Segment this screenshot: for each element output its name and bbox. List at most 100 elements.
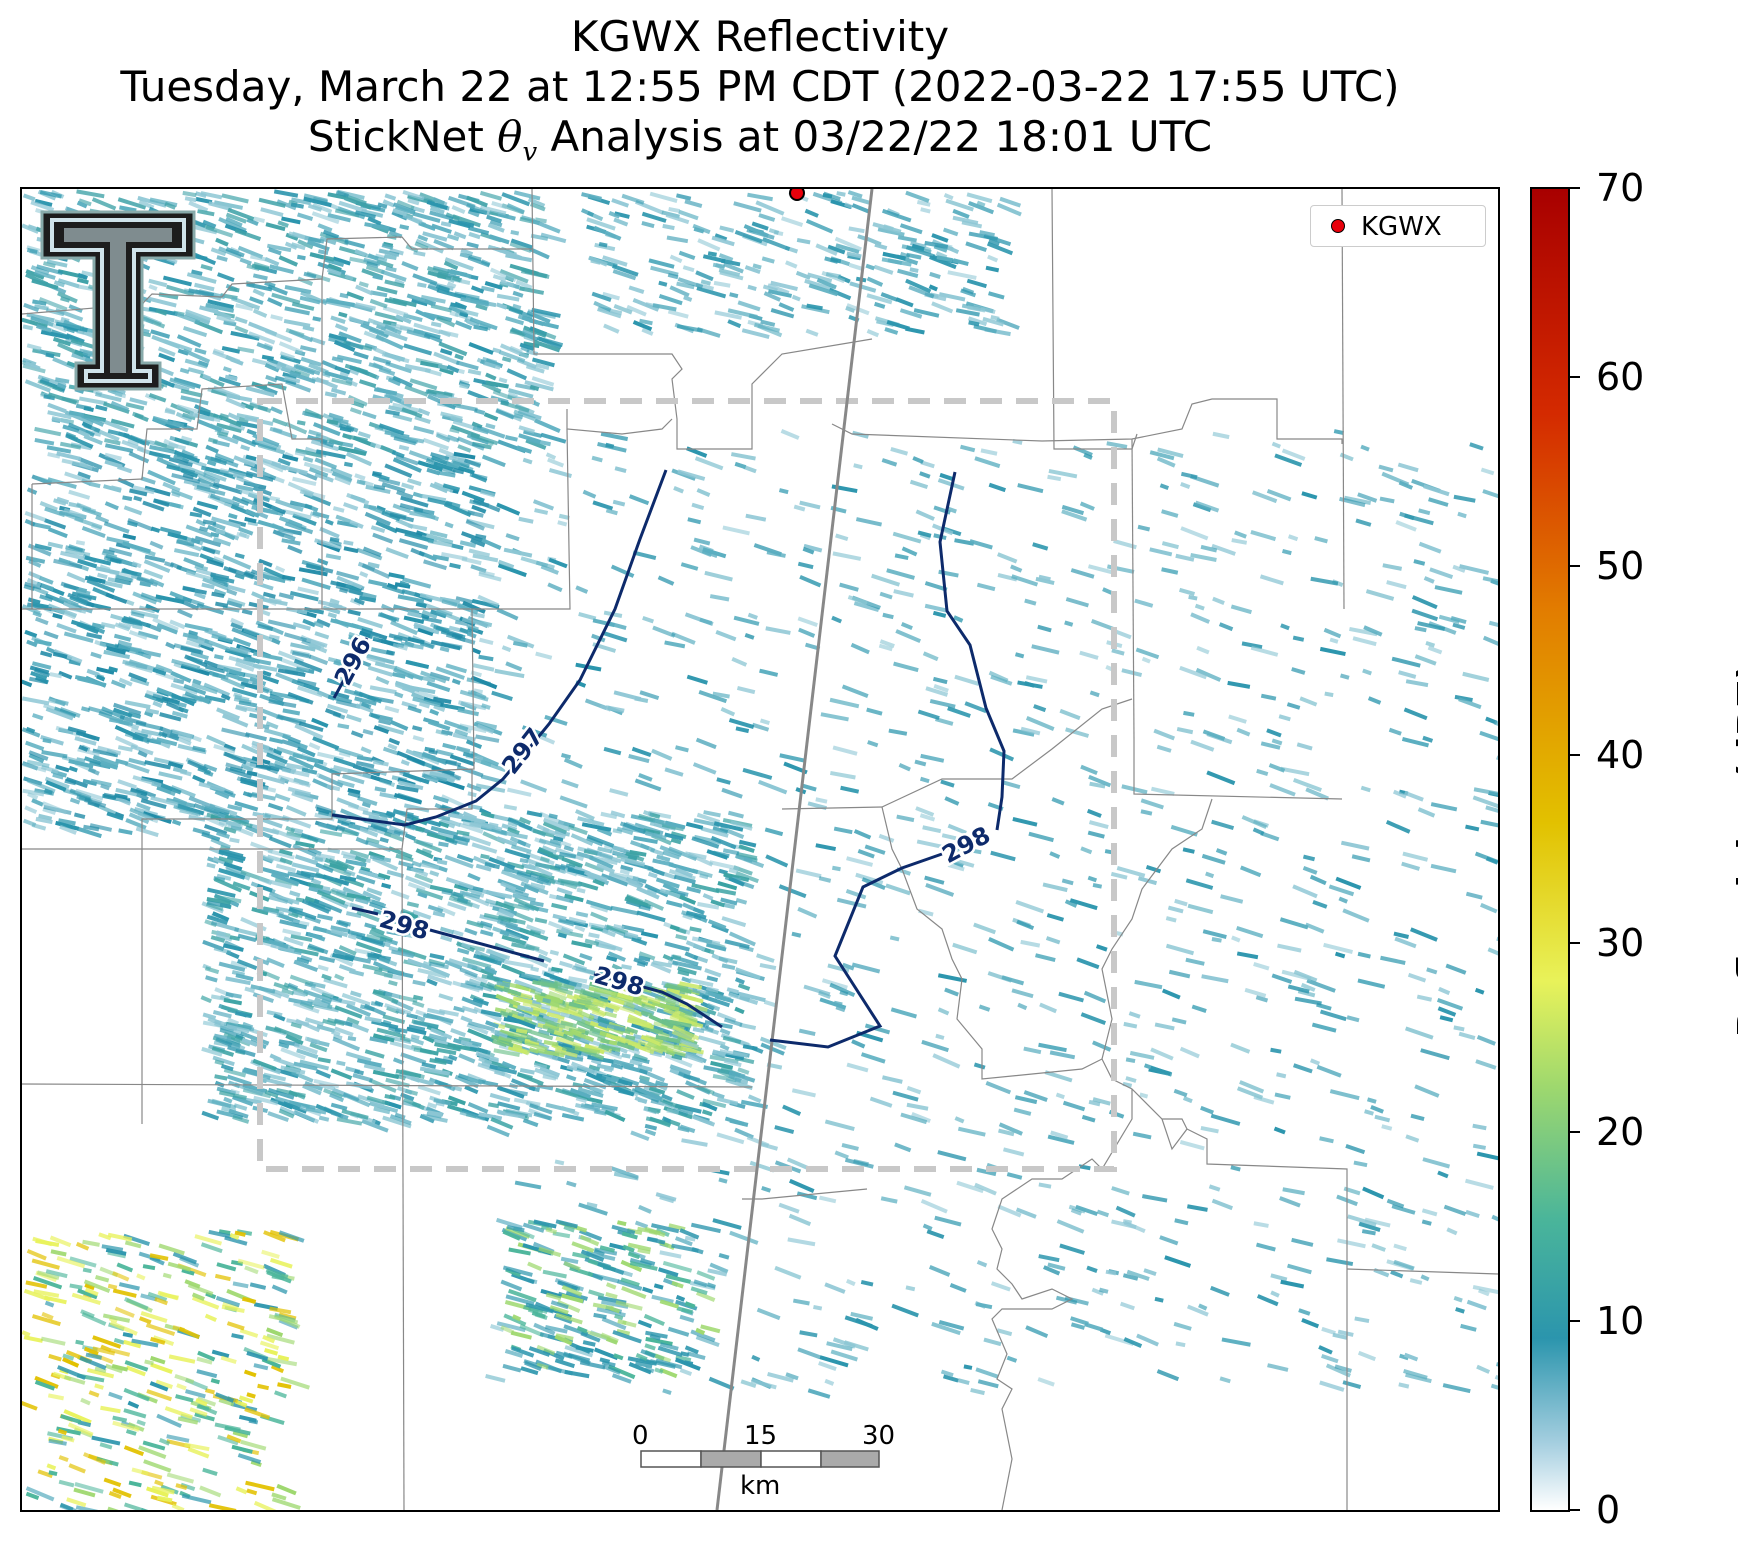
echo-gate bbox=[24, 629, 38, 638]
echo-gate bbox=[404, 363, 431, 373]
echo-gate bbox=[227, 412, 240, 421]
echo-gate bbox=[1399, 511, 1415, 521]
map-title: KGWX Reflectivity bbox=[570, 12, 950, 61]
echo-gate bbox=[393, 436, 417, 446]
echo-gate bbox=[853, 463, 863, 470]
echo-gate bbox=[75, 403, 92, 411]
echo-gate bbox=[86, 578, 116, 593]
echo-gate bbox=[38, 297, 68, 312]
echo-gate bbox=[24, 379, 52, 393]
echo-gate bbox=[295, 448, 323, 459]
echo-gate bbox=[1397, 462, 1419, 473]
echo-gate bbox=[124, 761, 150, 774]
echo-gate bbox=[1180, 482, 1191, 490]
echo-gate bbox=[125, 599, 135, 607]
echo-gate bbox=[363, 257, 381, 266]
echo-gate bbox=[56, 622, 77, 634]
echo-gate bbox=[302, 325, 315, 332]
echo-gate bbox=[1476, 1364, 1491, 1374]
echo-gate bbox=[128, 672, 148, 683]
echo-gate bbox=[311, 211, 340, 225]
echo-gate bbox=[1453, 494, 1476, 503]
echo-gate bbox=[1438, 986, 1451, 996]
echo-gate bbox=[818, 876, 832, 883]
echo-gate bbox=[638, 1204, 652, 1214]
echo-gate bbox=[190, 651, 209, 661]
echo-gate bbox=[70, 338, 97, 350]
echo-gate bbox=[209, 576, 229, 588]
echo-gate bbox=[374, 786, 387, 793]
echo-gate bbox=[934, 1215, 962, 1227]
echo-gate bbox=[554, 1358, 575, 1369]
echo-gate bbox=[1442, 1383, 1471, 1394]
echo-gate bbox=[694, 456, 724, 471]
echo-gate bbox=[475, 720, 498, 730]
echo-gate bbox=[122, 495, 133, 502]
echo-gate bbox=[693, 537, 711, 546]
echo-gate bbox=[298, 567, 328, 577]
echo-gate bbox=[448, 195, 476, 209]
echo-gate bbox=[429, 210, 454, 221]
echo-gate bbox=[256, 773, 286, 785]
echo-gate bbox=[93, 427, 120, 442]
echo-gate bbox=[370, 525, 386, 534]
echo-gate bbox=[390, 620, 418, 636]
echo-gate bbox=[207, 437, 218, 444]
echo-gate bbox=[61, 458, 88, 468]
echo-gate bbox=[1430, 802, 1458, 812]
echo-gate bbox=[377, 202, 388, 209]
echo-gate bbox=[129, 397, 148, 406]
echo-gate bbox=[338, 200, 367, 214]
echo-gate bbox=[680, 562, 699, 571]
echo-gate bbox=[1250, 645, 1279, 657]
echo-gate bbox=[25, 269, 45, 280]
echo-gate bbox=[1343, 1186, 1361, 1196]
echo-gate bbox=[845, 889, 867, 900]
echo-gate bbox=[67, 422, 95, 438]
echo-gate bbox=[194, 282, 215, 292]
echo-gate bbox=[241, 743, 262, 756]
echo-gate bbox=[284, 285, 312, 295]
echo-gate bbox=[422, 437, 450, 451]
echo-gate bbox=[128, 757, 147, 766]
echo-gate bbox=[152, 415, 181, 428]
echo-gate bbox=[30, 521, 51, 530]
echo-gate bbox=[417, 234, 429, 242]
echo-gate bbox=[240, 401, 255, 411]
radar-map[interactable]: 296 297 298 298 298 bbox=[20, 187, 1500, 1512]
echo-gate bbox=[261, 609, 271, 617]
echo-gate bbox=[412, 211, 441, 224]
echo-gate bbox=[182, 348, 211, 364]
echo-gate bbox=[103, 401, 130, 414]
echo-gate bbox=[496, 293, 520, 302]
echo-gate bbox=[412, 1000, 425, 1008]
echo-gate bbox=[535, 651, 553, 660]
echo-gate bbox=[442, 742, 457, 751]
echo-gate bbox=[390, 720, 409, 731]
echo-gate bbox=[954, 674, 980, 686]
echo-gate bbox=[1080, 846, 1093, 855]
echo-gate bbox=[130, 676, 150, 687]
echo-gate bbox=[807, 1388, 831, 1399]
echo-gate bbox=[199, 305, 219, 314]
echo-gate bbox=[430, 303, 453, 313]
echo-gate bbox=[696, 488, 711, 497]
echo-gate bbox=[367, 665, 393, 677]
echo-gate bbox=[1174, 898, 1188, 907]
echo-gate bbox=[1046, 913, 1065, 922]
echo-gate bbox=[171, 710, 188, 719]
echo-gate bbox=[734, 977, 745, 985]
echo-gate bbox=[492, 274, 507, 282]
echo-gate bbox=[27, 543, 52, 557]
echo-gate bbox=[759, 1141, 779, 1151]
echo-gate bbox=[1443, 1204, 1467, 1217]
echo-gate bbox=[1465, 891, 1483, 900]
echo-gate bbox=[158, 352, 176, 363]
echo-gate bbox=[171, 694, 197, 704]
echo-gate bbox=[55, 308, 84, 322]
echo-gate bbox=[402, 190, 425, 201]
echo-gate bbox=[467, 872, 481, 882]
echo-gate bbox=[466, 783, 482, 792]
echo-gate bbox=[179, 367, 190, 375]
echo-gate bbox=[55, 698, 69, 706]
